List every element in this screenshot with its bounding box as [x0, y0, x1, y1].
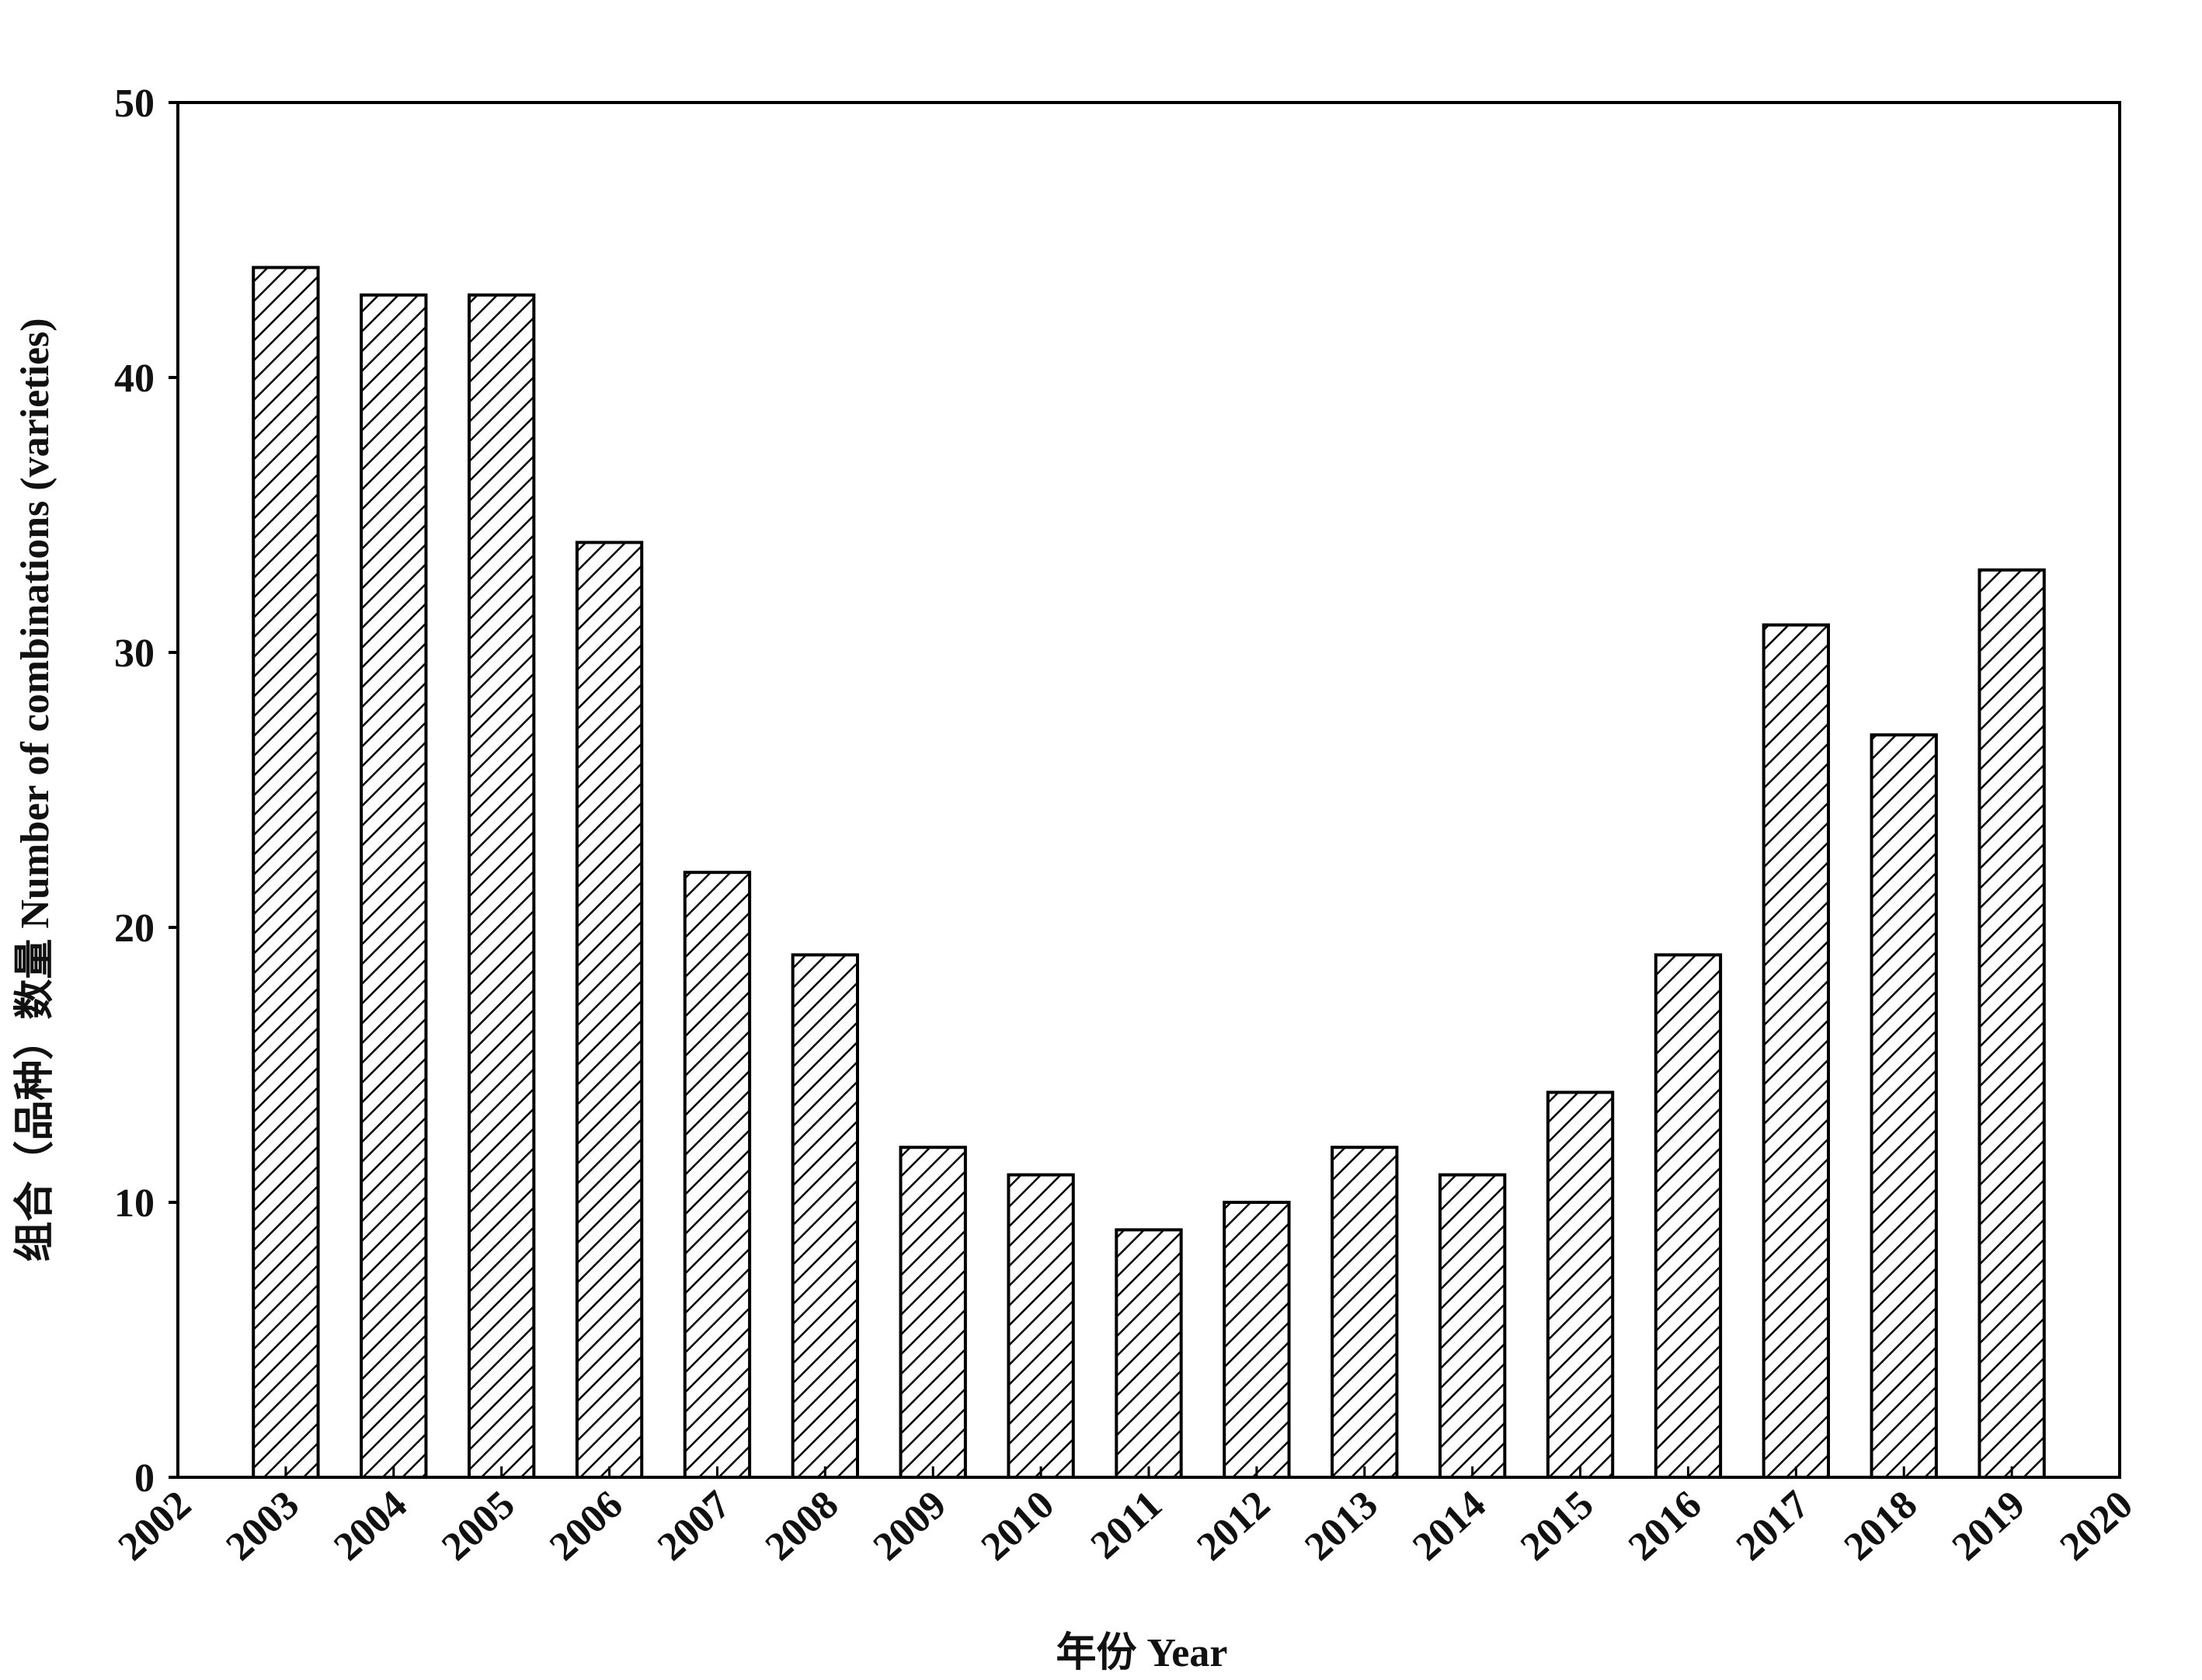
x-tick-label: 2006 — [541, 1483, 631, 1570]
bar — [1978, 568, 2046, 1479]
y-tick-label: 30 — [114, 631, 155, 676]
x-tick-label: 2013 — [1296, 1483, 1386, 1570]
bar — [468, 293, 536, 1479]
x-tick-label: 2012 — [1188, 1483, 1278, 1570]
bar — [252, 266, 320, 1479]
bar — [1438, 1173, 1507, 1479]
bar — [1007, 1173, 1075, 1479]
y-tick-label: 0 — [134, 1456, 155, 1501]
x-tick-label: 2017 — [1728, 1483, 1818, 1570]
x-tick-label: 2004 — [325, 1483, 415, 1570]
bar — [791, 953, 860, 1479]
x-tick-label: 2011 — [1083, 1483, 1171, 1568]
y-tick-label: 50 — [114, 82, 155, 126]
x-tick-label: 2007 — [649, 1483, 739, 1570]
bar — [1546, 1090, 1615, 1480]
x-tick-label: 2002 — [110, 1483, 200, 1570]
x-tick-label: 2005 — [433, 1483, 523, 1570]
plot-frame — [176, 101, 2121, 1479]
bar — [575, 541, 644, 1479]
y-axis-label: 组合（品种）数量 Number of combinations (varieti… — [12, 318, 57, 1261]
bar — [1870, 733, 1938, 1479]
x-tick-label: 2016 — [1620, 1483, 1710, 1570]
x-tick-label: 2019 — [1944, 1483, 2033, 1570]
x-tick-label: 2009 — [865, 1483, 955, 1570]
x-tick-label: 2018 — [1836, 1483, 1925, 1570]
bar — [1762, 623, 1831, 1479]
bar — [1331, 1146, 1399, 1479]
x-axis-label: 年份 Year — [1056, 1630, 1228, 1675]
bar — [899, 1146, 967, 1479]
x-tick-label: 2015 — [1512, 1483, 1602, 1570]
bar — [1115, 1228, 1183, 1480]
y-tick-label: 10 — [114, 1181, 155, 1226]
y-tick-label: 40 — [114, 357, 155, 401]
x-tick-label: 2008 — [757, 1483, 847, 1570]
y-tick-label: 20 — [114, 906, 155, 951]
x-tick-label: 2003 — [217, 1483, 307, 1570]
bar — [1654, 953, 1723, 1479]
bar — [1223, 1201, 1291, 1479]
x-tick-label: 2020 — [2052, 1483, 2141, 1570]
x-tick-label: 2014 — [1404, 1483, 1494, 1570]
bar — [360, 293, 428, 1479]
bar — [683, 871, 752, 1479]
x-tick-label: 2010 — [973, 1483, 1063, 1570]
